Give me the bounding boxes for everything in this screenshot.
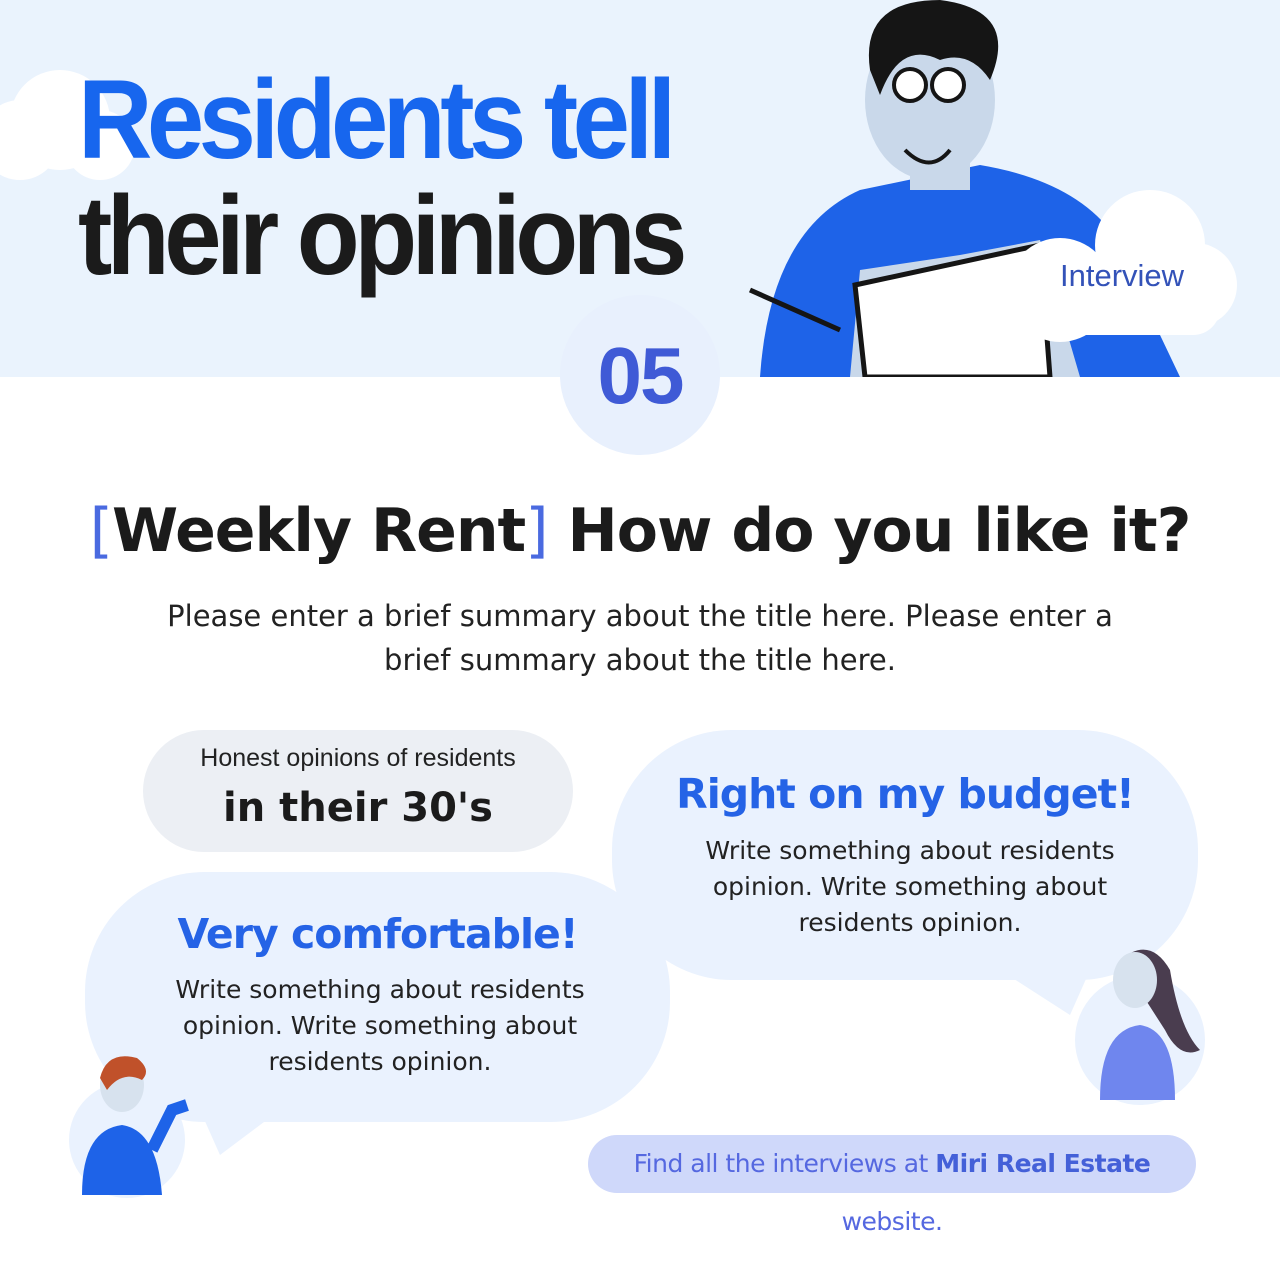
question-summary: Please enter a brief summary about the t… — [167, 599, 1113, 677]
cloud-decoration — [0, 70, 135, 180]
age-group-value: in their 30's — [223, 785, 493, 831]
bracket-close: ] — [525, 496, 548, 566]
woman-illustration — [1075, 949, 1205, 1105]
interviewer-illustration — [748, 0, 1180, 377]
footer-suffix: website. — [841, 1207, 943, 1236]
question-heading: [Weekly Rent] How do you like it? — [0, 496, 1280, 566]
bubble-tail — [200, 1110, 280, 1155]
bubble-tail — [1000, 970, 1090, 1015]
title-line-1: Residents tell — [78, 57, 676, 182]
footer-brand-link[interactable]: Miri Real Estate — [935, 1149, 1151, 1178]
speech-bubble-left — [85, 872, 670, 1122]
question-text: How do you like it? — [547, 496, 1192, 566]
bracket-open: [ — [89, 496, 113, 566]
interview-badge: Interview — [1060, 258, 1185, 293]
man-illustration — [69, 1056, 189, 1198]
age-group-pill — [143, 730, 573, 852]
age-group-label: Honest opinions of residents — [200, 744, 516, 772]
cloud-decoration — [1008, 190, 1237, 342]
issue-number: 05 — [597, 331, 685, 420]
footer-banner[interactable]: Find all the interviews at Miri Real Est… — [588, 1135, 1196, 1236]
opinion-body: Write something about residents opinion.… — [705, 836, 1115, 937]
opinion-title: Very comfortable! — [177, 910, 578, 958]
number-circle — [560, 295, 720, 455]
opinion-body: Write something about residents opinion.… — [175, 975, 585, 1076]
opinion-title: Right on my budget! — [676, 770, 1135, 818]
question-category: Weekly Rent — [112, 496, 526, 566]
footer-prefix: Find all the interviews at — [633, 1149, 936, 1178]
title-line-2: their opinions — [78, 173, 687, 298]
speech-bubble-right — [612, 730, 1198, 980]
